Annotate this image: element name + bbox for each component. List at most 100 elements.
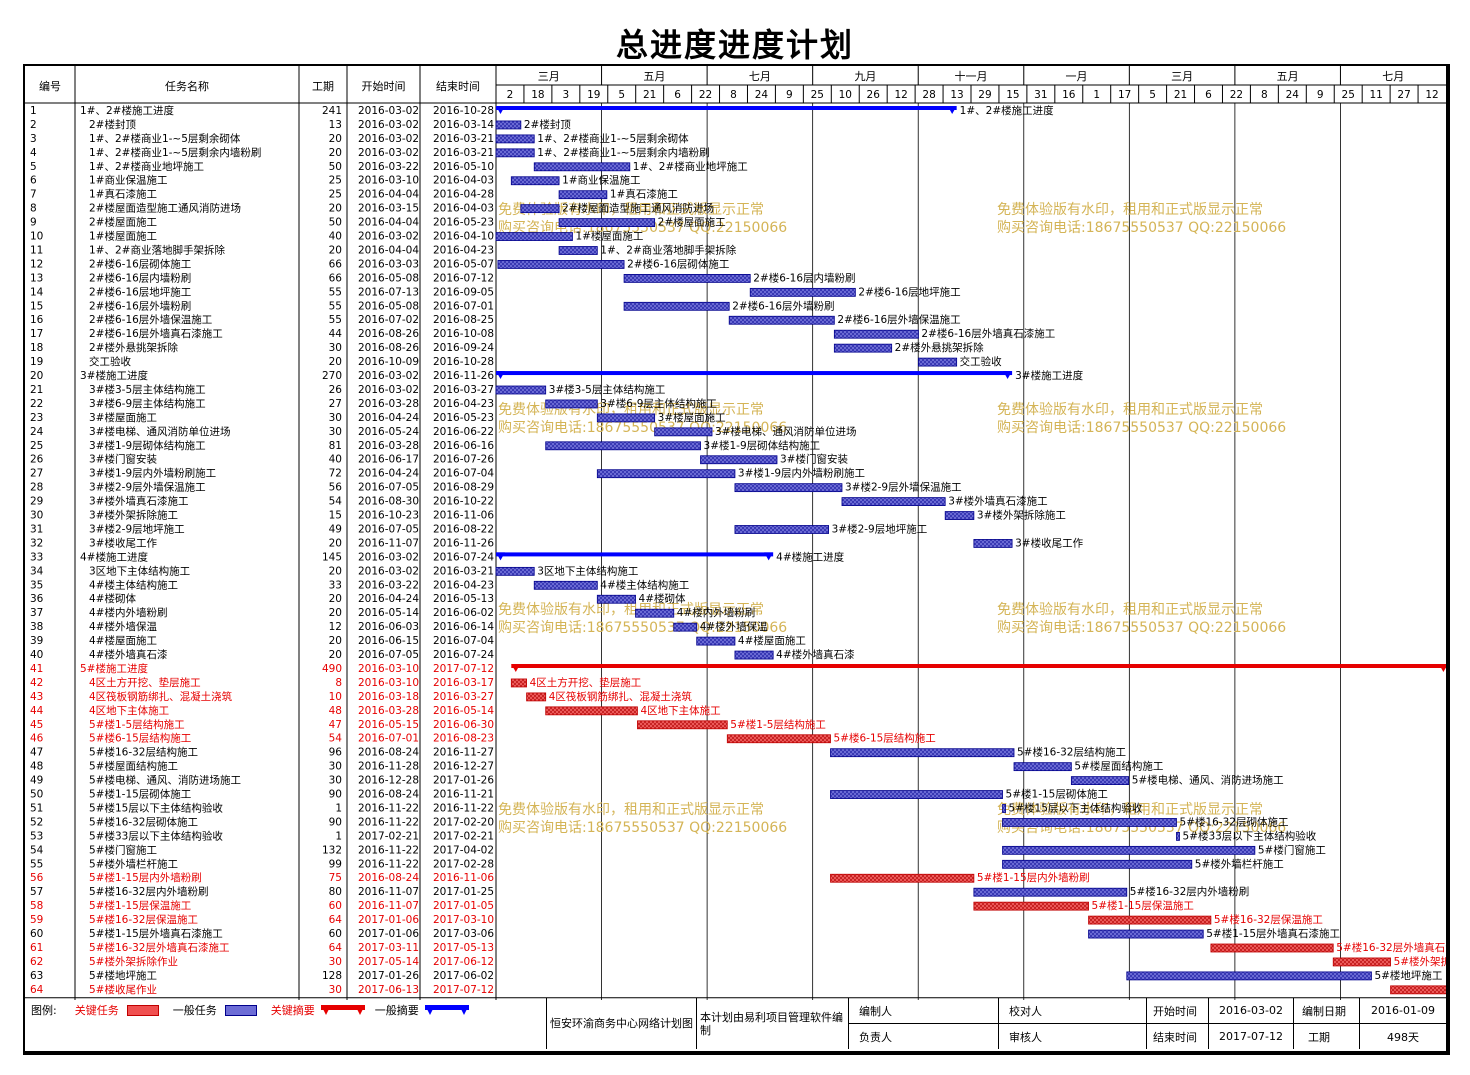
day-label: 9 xyxy=(1317,89,1324,101)
end-label: 结束时间 xyxy=(1146,1024,1208,1049)
bar-label: 3#楼施工进度 xyxy=(1015,369,1083,382)
task-duration: 81 xyxy=(329,440,342,452)
task-start: 2016-07-05 xyxy=(358,523,419,535)
task-start: 2016-08-24 xyxy=(358,872,419,884)
summary-bar xyxy=(496,552,774,557)
day-label: 8 xyxy=(1261,89,1268,101)
task-duration: 64 xyxy=(329,914,343,926)
software-note: 本计划由易利项目管理软件编制 xyxy=(696,998,848,1049)
task-name: 5#楼16-32层内外墙粉刷 xyxy=(89,885,209,898)
legend-normal-summary-label: 一般摘要 xyxy=(374,1004,419,1017)
task-start: 2016-03-28 xyxy=(358,705,419,717)
task-start: 2016-11-28 xyxy=(358,761,419,773)
task-duration: 132 xyxy=(322,844,342,856)
legend-critical-task-label: 关键任务 xyxy=(74,1004,119,1017)
task-name: 5#楼施工进度 xyxy=(80,662,148,675)
watermark-line1: 免费体验版有水印，租用和正式版显示正常 xyxy=(498,802,764,818)
bar-label: 4区筏板钢筋绑扎、混凝土浇筑 xyxy=(549,690,693,703)
task-bar xyxy=(1002,859,1193,869)
day-label: 29 xyxy=(978,89,991,101)
task-end: 2016-07-12 xyxy=(433,272,494,284)
watermark-line2: 购买咨询电话:18675550537 QQ:22150066 xyxy=(498,620,787,636)
watermark-line2: 购买咨询电话:18675550537 QQ:22150066 xyxy=(997,220,1286,236)
bar-label: 5#楼6-15层结构施工 xyxy=(834,732,936,745)
bar-label: 3#楼电梯、通风消防单位进场 xyxy=(715,425,856,438)
legend-critical-summary-label: 关键摘要 xyxy=(270,1004,315,1017)
task-name: 3区地下主体结构施工 xyxy=(89,564,190,577)
task-name: 1#商业保温施工 xyxy=(89,174,167,187)
task-id: 29 xyxy=(30,496,43,508)
task-end: 2016-04-28 xyxy=(433,189,494,201)
task-name: 3#楼3-5层主体结构施工 xyxy=(89,383,206,396)
task-start: 2016-11-22 xyxy=(358,816,419,828)
task-bar xyxy=(654,427,713,437)
task-name: 4区地下主体施工 xyxy=(89,704,169,717)
task-id: 15 xyxy=(30,300,43,312)
task-name: 3#楼外架拆除施工 xyxy=(89,509,178,522)
task-bar xyxy=(696,636,736,646)
task-end: 2016-11-06 xyxy=(433,510,494,522)
task-duration: 90 xyxy=(329,789,342,801)
task-end: 2016-11-21 xyxy=(433,789,494,801)
end-value: 2017-07-12 xyxy=(1208,1024,1293,1049)
task-end: 2017-07-12 xyxy=(433,984,494,996)
task-end: 2016-07-04 xyxy=(433,468,494,480)
task-name: 5#楼1-5层结构施工 xyxy=(89,718,185,731)
bar-label: 2#楼6-16层外墙保温施工 xyxy=(837,313,960,326)
task-id: 28 xyxy=(30,482,43,494)
task-id: 43 xyxy=(30,691,43,703)
task-id: 6 xyxy=(30,175,37,187)
summary-bar xyxy=(496,371,1013,376)
day-label: 25 xyxy=(811,89,824,101)
task-name: 5#楼1-15层内外墙粉刷 xyxy=(89,871,202,884)
task-duration: 33 xyxy=(329,579,342,591)
task-duration: 30 xyxy=(329,956,342,968)
task-duration: 128 xyxy=(322,970,342,982)
summary-end-cap xyxy=(764,552,774,561)
task-end: 2016-07-01 xyxy=(433,300,494,312)
made-label: 编制日期 xyxy=(1293,998,1359,1024)
month-label: 五月 xyxy=(643,70,665,83)
task-start: 2016-10-09 xyxy=(358,356,419,368)
task-duration: 27 xyxy=(329,398,342,410)
task-id: 62 xyxy=(30,956,43,968)
month-label: 一月 xyxy=(1066,70,1088,83)
bar-label: 3#楼屋面施工 xyxy=(658,411,726,424)
task-id: 59 xyxy=(30,914,43,926)
task-name: 3#楼外墙真石漆施工 xyxy=(89,495,188,508)
task-bar xyxy=(495,232,573,241)
task-id: 18 xyxy=(30,342,43,354)
task-id: 26 xyxy=(30,454,44,466)
task-name: 2#楼6-16层外墙保温施工 xyxy=(89,313,212,326)
day-label: 12 xyxy=(894,89,907,101)
task-name: 5#楼6-15层结构施工 xyxy=(89,732,191,745)
task-end: 2017-01-26 xyxy=(433,775,494,787)
task-end: 2016-11-26 xyxy=(433,370,494,382)
day-label: 15 xyxy=(1006,89,1019,101)
task-name: 1#、2#楼施工进度 xyxy=(80,104,174,117)
task-end: 2016-03-17 xyxy=(433,677,494,689)
task-id: 24 xyxy=(30,426,44,438)
task-start: 2016-03-02 xyxy=(358,119,419,131)
bar-label: 2#楼6-16层外墙粉刷 xyxy=(732,299,834,312)
task-start: 2016-06-17 xyxy=(358,454,419,466)
task-end: 2016-05-14 xyxy=(433,705,494,717)
bar-label: 5#楼电梯、通风、消防进场施工 xyxy=(1132,774,1284,787)
task-id: 36 xyxy=(30,593,44,605)
task-bar xyxy=(1002,845,1256,855)
task-name: 交工验收 xyxy=(89,355,131,368)
task-start: 2017-01-26 xyxy=(358,970,419,982)
task-end: 2016-03-14 xyxy=(433,119,494,131)
month-label: 三月 xyxy=(538,70,560,83)
task-id: 1 xyxy=(30,105,37,117)
task-end: 2016-03-21 xyxy=(433,565,494,577)
task-name: 5#楼16-32层保温施工 xyxy=(89,913,198,926)
day-label: 28 xyxy=(922,89,935,101)
bar-label: 交工验收 xyxy=(960,355,1002,368)
task-duration: 20 xyxy=(329,537,342,549)
task-duration: 30 xyxy=(329,412,342,424)
task-end: 2016-10-28 xyxy=(433,356,494,368)
task-start: 2016-03-02 xyxy=(358,231,419,243)
task-duration: 64 xyxy=(329,942,343,954)
task-start: 2016-03-02 xyxy=(358,551,419,563)
